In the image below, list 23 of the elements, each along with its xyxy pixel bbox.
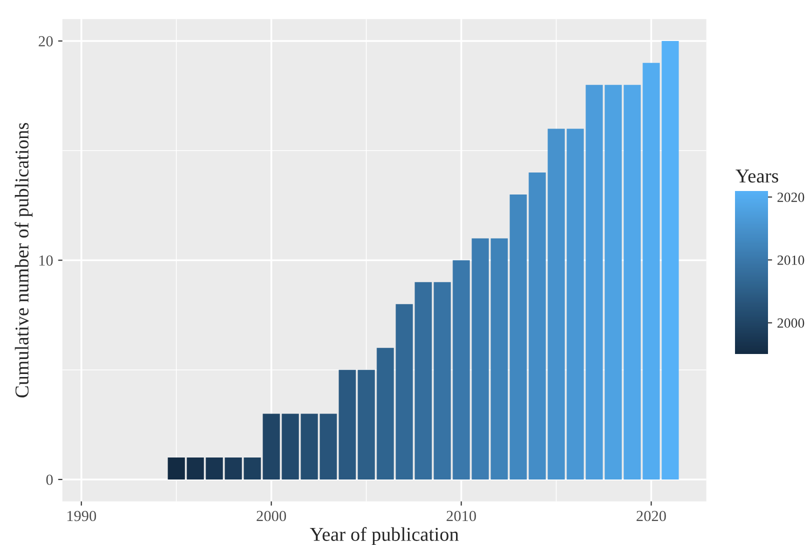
x-tick-label: 2010	[446, 510, 476, 522]
bar	[224, 458, 242, 480]
color-bar-title: Years	[736, 170, 778, 183]
bar	[168, 458, 185, 480]
bar	[338, 370, 356, 480]
bar	[206, 458, 223, 480]
x-tick-label: 1990	[67, 510, 96, 522]
color-bar-label: 2010	[778, 256, 804, 265]
bar	[320, 414, 337, 480]
x-axis-title: Year of publication	[310, 527, 459, 545]
y-tick-label: 10	[39, 255, 53, 266]
color-bar-label: 2020	[778, 192, 804, 202]
y-tick-label: 20	[38, 36, 53, 46]
color-bar-label: 2000	[778, 318, 804, 328]
bar	[244, 458, 261, 480]
bar	[186, 458, 204, 480]
bar	[282, 414, 299, 480]
y-tick-label: 0	[46, 474, 53, 485]
x-tick-label: 2000	[256, 510, 286, 522]
bar	[300, 414, 318, 480]
bar	[262, 414, 280, 480]
x-tick-label: 2020	[636, 510, 666, 522]
y-axis-title: Cumulative number of publications	[14, 122, 33, 398]
